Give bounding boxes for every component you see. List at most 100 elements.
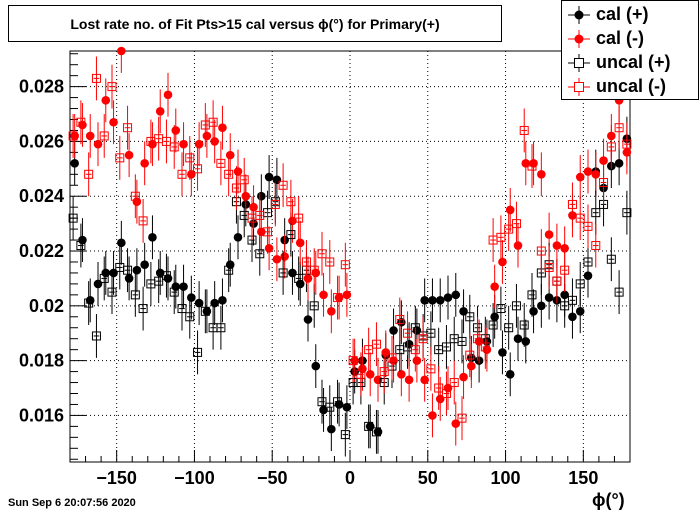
x-tick-label: 50 [418, 468, 438, 488]
x-tick-label: −100 [174, 468, 215, 488]
data-point [560, 301, 570, 311]
series-uncal [68, 56, 632, 441]
data-point [441, 342, 451, 352]
data-point [622, 208, 632, 218]
data-point [179, 139, 188, 149]
data-point [109, 117, 118, 127]
data-point [303, 274, 313, 283]
data-point [309, 301, 319, 311]
data-point [333, 397, 343, 407]
data-point [583, 221, 593, 231]
data-point [169, 142, 179, 152]
data-point [606, 142, 616, 152]
data-point [68, 213, 78, 223]
data-point [123, 265, 133, 275]
data-point [138, 216, 148, 226]
data-point [272, 175, 282, 185]
data-point [480, 342, 490, 352]
data-point [403, 328, 413, 338]
data-point [412, 356, 422, 365]
x-tick-label: −50 [257, 468, 288, 488]
data-point [132, 265, 142, 275]
data-point [200, 306, 210, 316]
data-point [218, 296, 227, 305]
data-point [171, 282, 181, 291]
data-point [435, 394, 445, 404]
data-point [575, 279, 585, 289]
data-point [255, 210, 265, 220]
data-point [504, 323, 514, 333]
data-point [319, 290, 328, 300]
data-point [288, 268, 297, 278]
data-point [325, 257, 335, 267]
data-point [91, 331, 101, 341]
data-point [124, 150, 134, 160]
data-point [249, 202, 258, 212]
data-point [99, 273, 109, 283]
data-point [591, 170, 601, 179]
data-point [591, 208, 601, 218]
data-point [327, 424, 336, 434]
data-point [465, 350, 475, 360]
grid-lines [70, 51, 630, 462]
data-point [161, 271, 171, 281]
data-point [498, 348, 507, 357]
data-point [317, 397, 327, 407]
data-point [410, 345, 420, 355]
data-point [185, 312, 195, 322]
data-point [280, 252, 289, 261]
x-tick-label: 150 [568, 468, 598, 488]
data-point [140, 159, 149, 168]
data-point [295, 279, 305, 289]
data-point [443, 293, 453, 302]
data-point [505, 205, 515, 215]
data-point [426, 364, 436, 374]
data-point [364, 421, 374, 431]
data-point [544, 262, 554, 272]
data-point [177, 304, 187, 314]
data-point [115, 153, 125, 163]
data-point [519, 125, 529, 135]
data-point [521, 159, 531, 168]
data-point [381, 348, 391, 357]
data-point [389, 326, 398, 335]
data-marks [68, 46, 632, 457]
data-point [504, 224, 514, 234]
data-point [218, 123, 227, 133]
data-point [117, 238, 126, 248]
data-point [286, 230, 296, 240]
data-point [575, 307, 585, 316]
data-point [295, 238, 305, 248]
legend-label: cal (+) [596, 4, 649, 24]
data-point [606, 254, 616, 264]
data-point [76, 117, 86, 127]
x-tick-label: −150 [96, 468, 137, 488]
data-point [379, 367, 389, 377]
data-point [264, 243, 274, 253]
data-point [614, 159, 624, 168]
data-point [420, 296, 429, 305]
data-point [527, 161, 537, 171]
legend-label: uncal (-) [596, 76, 666, 96]
data-point [418, 334, 428, 344]
data-point [169, 287, 179, 297]
data-point [552, 241, 562, 250]
legend-item-uncal-minus: uncal (-) [562, 75, 698, 99]
data-point [519, 320, 529, 330]
data-point [583, 257, 593, 267]
data-point [124, 274, 134, 283]
data-point [511, 301, 521, 311]
data-point [68, 131, 78, 141]
data-point [278, 180, 288, 190]
series-cal [70, 46, 632, 446]
x-axis-label: ϕ(°) [592, 490, 625, 510]
data-point [583, 167, 593, 176]
data-point [457, 413, 467, 423]
data-point [325, 402, 335, 412]
data-point [107, 82, 117, 92]
data-point [591, 241, 601, 251]
data-point [457, 336, 467, 346]
data-point [426, 328, 436, 338]
data-point [599, 178, 609, 188]
data-point [107, 287, 117, 297]
